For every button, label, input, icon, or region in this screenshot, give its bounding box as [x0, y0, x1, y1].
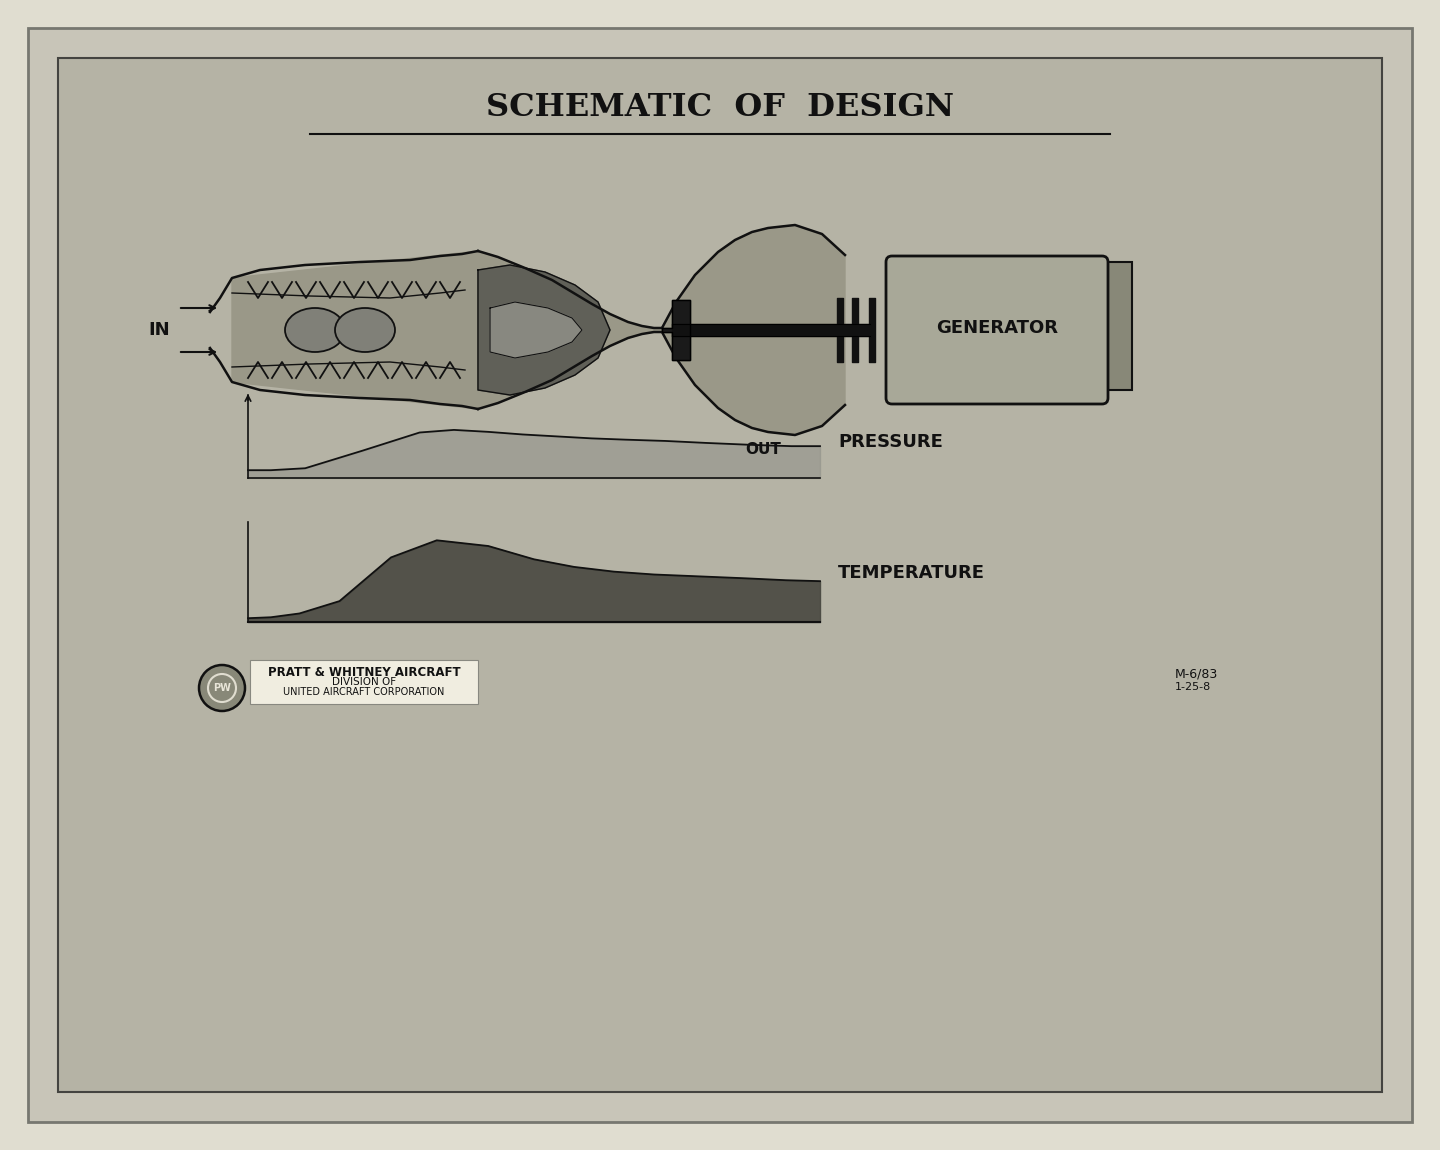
Text: TEMPERATURE: TEMPERATURE — [838, 564, 985, 582]
Text: SCHEMATIC  OF  DESIGN: SCHEMATIC OF DESIGN — [487, 92, 953, 123]
Text: M-6/83: M-6/83 — [1175, 667, 1218, 681]
Text: OUT: OUT — [744, 443, 780, 458]
Bar — [1104, 262, 1132, 390]
Circle shape — [199, 665, 245, 711]
Bar — [58, 58, 1382, 1092]
Text: DIVISION OF: DIVISION OF — [333, 677, 396, 687]
Polygon shape — [478, 264, 611, 394]
Bar — [251, 660, 478, 704]
Text: GENERATOR: GENERATOR — [936, 319, 1058, 337]
Polygon shape — [662, 300, 690, 360]
Text: PRATT & WHITNEY AIRCRAFT: PRATT & WHITNEY AIRCRAFT — [268, 666, 461, 678]
Polygon shape — [490, 302, 582, 358]
Text: PRESSURE: PRESSURE — [838, 434, 943, 451]
Polygon shape — [662, 225, 845, 435]
FancyBboxPatch shape — [886, 256, 1107, 404]
Polygon shape — [478, 251, 662, 409]
Text: UNITED AIRCRAFT CORPORATION: UNITED AIRCRAFT CORPORATION — [284, 687, 445, 697]
Text: 1-25-8: 1-25-8 — [1175, 682, 1211, 692]
Polygon shape — [232, 251, 478, 409]
Ellipse shape — [336, 308, 395, 352]
Text: IN: IN — [148, 321, 170, 339]
Ellipse shape — [285, 308, 346, 352]
Text: PW: PW — [213, 683, 230, 693]
